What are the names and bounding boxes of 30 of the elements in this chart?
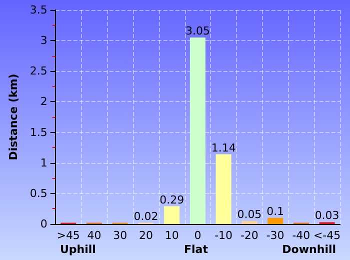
x-tick-label: 0	[194, 229, 202, 242]
y-tick-label: 1.5	[30, 126, 48, 139]
y-tick-label: 1	[40, 156, 48, 170]
y-tick-label: 2.5	[30, 64, 48, 78]
y-tick-label: 0	[40, 218, 48, 230]
y-axis-title: Distance (km)	[7, 74, 20, 160]
x-tick-label: 40	[87, 229, 102, 242]
x-tick-label: >45	[56, 229, 80, 242]
x-tick-label: -30	[266, 229, 284, 242]
y-tick-label: 0.5	[30, 186, 48, 200]
x-tick-label: -10	[214, 229, 233, 242]
data-label: 1.14	[211, 141, 236, 154]
data-label: 3.05	[185, 24, 210, 38]
x-tick-label: -40	[292, 229, 310, 242]
y-tick-label: 3	[40, 34, 48, 48]
y-tick-label: 3.5	[30, 4, 48, 16]
data-label: 0.03	[314, 209, 340, 222]
data-label: 0.05	[237, 208, 262, 221]
text: Downhill	[282, 243, 336, 256]
text: Flat	[184, 243, 208, 256]
x-tick-label: 10	[164, 229, 179, 242]
data-label: 0.02	[134, 210, 158, 223]
data-label: 0.1	[266, 204, 284, 218]
x-tick-label: 30	[113, 229, 128, 242]
data-label: 0.29	[160, 193, 184, 206]
x-tick-label: -20	[240, 229, 258, 242]
x-tick-label: 20	[138, 229, 153, 242]
x-tick-label: <-45	[313, 229, 341, 242]
y-tick-label: 2	[40, 95, 48, 108]
text: Uphill	[60, 243, 96, 256]
